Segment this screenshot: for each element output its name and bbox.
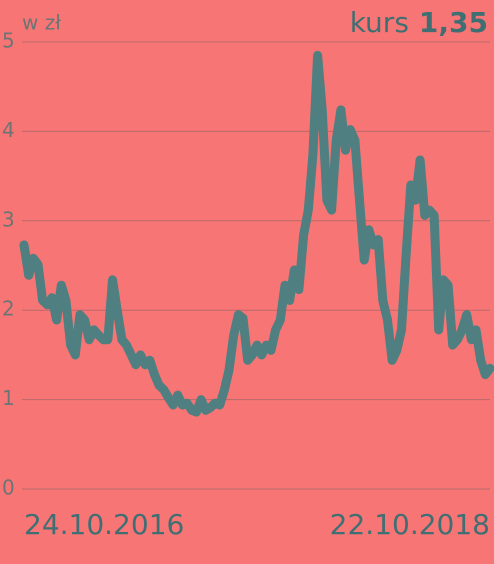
x-tick-label: 22.10.2018: [330, 508, 490, 541]
y-tick-label: 1: [2, 386, 15, 410]
x-tick-label: 24.10.2016: [24, 508, 184, 541]
title: kurs: [350, 6, 409, 39]
y-tick-label: 2: [2, 297, 15, 321]
current-value: 1,35: [419, 6, 488, 39]
y-tick-label: 4: [2, 118, 15, 142]
headline: kurs 1,35: [350, 6, 488, 39]
y-axis-label: w zł: [22, 11, 61, 35]
price-line: [19, 50, 494, 417]
y-tick-label: 0: [2, 476, 15, 500]
y-tick-label: 3: [2, 207, 15, 231]
y-tick-label: 5: [2, 29, 15, 53]
